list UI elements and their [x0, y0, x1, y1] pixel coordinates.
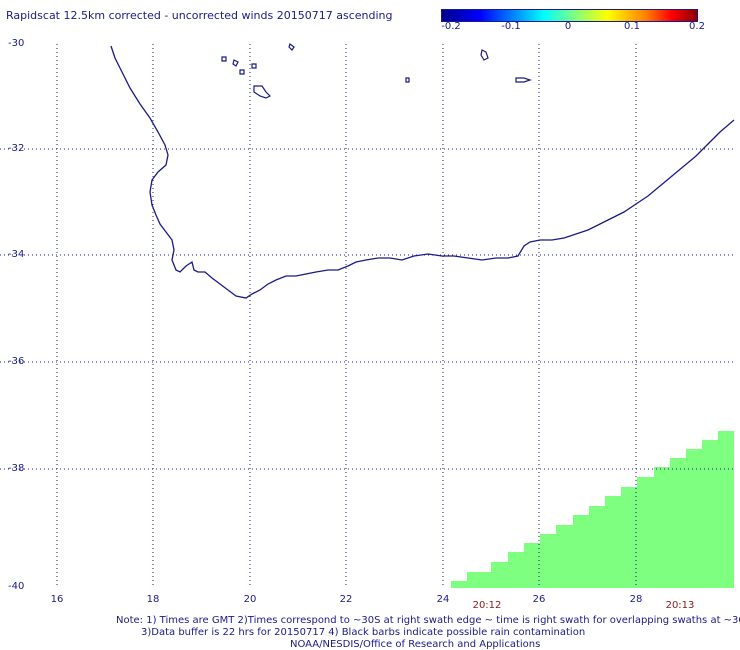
- coastline: [110, 45, 735, 299]
- footer-note-1: Note: 1) Times are GMT 2)Times correspon…: [116, 615, 740, 626]
- lon-label: 24: [436, 594, 450, 605]
- footer-credit: NOAA/NESDIS/Office of Research and Appli…: [290, 639, 541, 650]
- colorbar: [441, 9, 698, 22]
- lat-label: -34: [8, 249, 25, 260]
- colorbar-tick: 0: [564, 21, 572, 32]
- lat-label: -38: [8, 463, 25, 474]
- colorbar-tick: 0.1: [624, 21, 640, 32]
- rapidscat-swath: [451, 431, 734, 588]
- swath-time-label: 20:13: [665, 600, 695, 611]
- footer-note-2: 3)Data buffer is 22 hrs for 20150717 4) …: [141, 627, 586, 638]
- map-title: Rapidscat 12.5km corrected - uncorrected…: [6, 9, 393, 22]
- colorbar-tick: 0.2: [689, 21, 705, 32]
- lon-label: 16: [50, 594, 64, 605]
- lat-label: -40: [8, 581, 25, 592]
- lon-label: 26: [532, 594, 546, 605]
- lat-label: -36: [8, 356, 25, 367]
- inland-water-features: [221, 43, 532, 99]
- swath-time-label: 20:12: [472, 600, 502, 611]
- lon-label: 20: [243, 594, 257, 605]
- lat-label: -30: [8, 38, 25, 49]
- colorbar-tick: -0.1: [501, 21, 521, 32]
- lat-gridlines: [0, 148, 734, 470]
- lon-gridlines: [56, 44, 637, 588]
- colorbar-tick: -0.2: [441, 21, 461, 32]
- lon-label: 18: [146, 594, 160, 605]
- lon-label: 22: [339, 594, 353, 605]
- lon-label: 28: [629, 594, 643, 605]
- lat-label: -32: [8, 143, 25, 154]
